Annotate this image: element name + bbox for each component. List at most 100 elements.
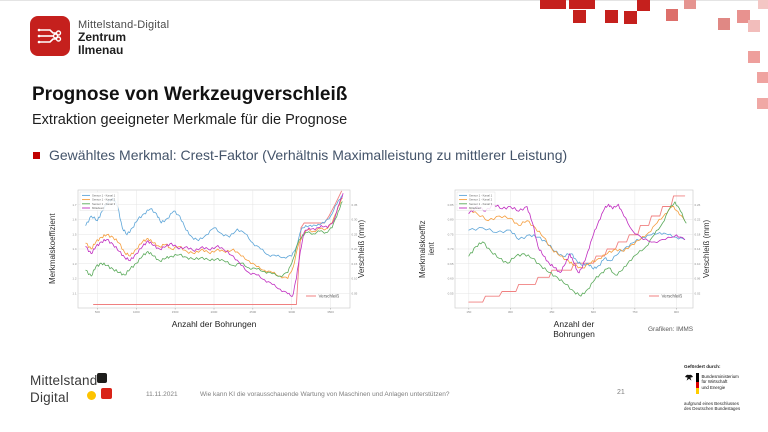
mosaic-square <box>624 11 637 24</box>
svg-text:Verschleiß: Verschleiß <box>662 294 683 299</box>
svg-text:1.2: 1.2 <box>72 277 77 281</box>
bullet-text: Gewähltes Merkmal: Crest-Faktor (Verhält… <box>49 147 568 163</box>
svg-text:0.22: 0.22 <box>695 218 701 222</box>
left-chart-ylabel: Merkmalskoeffizient <box>48 213 57 285</box>
svg-text:1.1: 1.1 <box>72 291 77 295</box>
svg-text:0.20: 0.20 <box>352 247 358 251</box>
footer-date: 11.11.2021 <box>146 391 178 398</box>
right-chart-xlabel-line2: Bohrungen <box>553 329 595 339</box>
funding-note-line1: aufgrund eines Beschlusses <box>684 401 739 406</box>
svg-text:3500: 3500 <box>327 310 334 314</box>
right-chart: Merkmalskoeffiz ient 0.55 0.02 0.60 0.06 0.6… <box>418 186 718 346</box>
svg-text:0.30: 0.30 <box>352 218 358 222</box>
left-chart-ylabel-right: Verschleiß (mm) <box>357 219 366 279</box>
footer-brand-line2: Digital <box>30 390 69 405</box>
mosaic-square <box>758 0 768 9</box>
mosaic-square <box>757 98 768 109</box>
svg-text:2500: 2500 <box>250 310 257 314</box>
svg-text:0.55: 0.55 <box>448 291 454 295</box>
svg-text:Sensor 1 - Kanal 1: Sensor 1 - Kanal 1 <box>469 193 493 197</box>
mosaic-square <box>582 0 595 9</box>
flag-black-square <box>97 373 107 383</box>
right-chart-ylabel-line1: Merkmalskoeffiz <box>418 220 427 278</box>
brand-line2: Zentrum <box>78 30 126 44</box>
svg-text:750: 750 <box>632 310 637 314</box>
svg-text:Sensor 1 - Kanal 1: Sensor 1 - Kanal 1 <box>92 193 116 197</box>
svg-text:0.26: 0.26 <box>695 203 701 207</box>
svg-text:Mittelwert: Mittelwert <box>469 206 481 210</box>
svg-text:2000: 2000 <box>211 310 218 314</box>
ministry-line1: Bundesministerium <box>701 374 739 379</box>
page-title: Prognose von Werkzeugverschleiß <box>32 84 348 105</box>
svg-text:0.15: 0.15 <box>352 262 358 266</box>
svg-text:Sensor 1 - Kanal 3: Sensor 1 - Kanal 3 <box>469 202 493 206</box>
svg-text:0.14: 0.14 <box>695 247 701 251</box>
mosaic-square <box>737 10 750 23</box>
brand-line3: Ilmenau <box>78 43 124 57</box>
mosaic-square <box>540 0 553 9</box>
ministry-logo: Bundesministerium für Wirtschaft und Ene… <box>684 373 760 394</box>
funding-logo-block: Gefördert durch: Bundesministerium für W… <box>684 364 760 412</box>
svg-text:150: 150 <box>466 310 471 314</box>
svg-text:0.25: 0.25 <box>352 232 358 236</box>
right-chart-ylabel-right: Verschleiß (mm) <box>702 219 711 279</box>
federal-eagle-icon <box>685 374 693 381</box>
slide-top-border <box>0 0 768 1</box>
svg-text:Mittelwert: Mittelwert <box>92 206 104 210</box>
page-number: 21 <box>617 389 625 396</box>
svg-text:0.70: 0.70 <box>448 247 454 251</box>
footer-brand-line1: Mittelstand- <box>30 373 103 388</box>
funding-header: Gefördert durch: <box>684 364 721 369</box>
svg-text:0.05: 0.05 <box>352 291 358 295</box>
brand-text: Mittelstand-Digital Zentrum Ilmenau <box>78 16 169 57</box>
svg-text:1.4: 1.4 <box>72 247 77 251</box>
funding-note: aufgrund eines Beschlusses des Deutschen… <box>684 401 760 412</box>
svg-text:1.5: 1.5 <box>72 232 77 236</box>
svg-text:450: 450 <box>549 310 554 314</box>
svg-text:Verschleiß: Verschleiß <box>319 294 340 299</box>
svg-text:0.75: 0.75 <box>448 232 454 236</box>
svg-text:900: 900 <box>674 310 679 314</box>
mosaic-square <box>569 0 582 9</box>
mosaic-square <box>637 0 650 11</box>
svg-text:0.35: 0.35 <box>352 203 358 207</box>
svg-text:1.7: 1.7 <box>72 203 77 207</box>
svg-text:3000: 3000 <box>288 310 295 314</box>
footer-brand: Mittelstand- Digital <box>30 372 120 406</box>
funding-note-line2: des Deutschen Bundestages <box>684 406 741 412</box>
right-chart-ylabel-line2: ient <box>427 242 436 256</box>
svg-text:0.80: 0.80 <box>448 218 454 222</box>
svg-text:1500: 1500 <box>172 310 179 314</box>
graphics-credit: Grafiken: IMMS <box>648 326 694 333</box>
page-subtitle: Extraktion geeigneter Merkmale für die P… <box>32 112 348 128</box>
svg-text:0.10: 0.10 <box>695 262 701 266</box>
svg-text:600: 600 <box>591 310 596 314</box>
mosaic-square <box>684 0 696 9</box>
svg-text:Sensor 1 - Kanal 2: Sensor 1 - Kanal 2 <box>92 198 116 202</box>
mosaic-square <box>718 18 730 30</box>
svg-text:1000: 1000 <box>133 310 140 314</box>
svg-text:0.85: 0.85 <box>448 203 454 207</box>
svg-text:0.02: 0.02 <box>695 291 701 295</box>
right-chart-plot: 0.55 0.02 0.60 0.06 0.65 0.10 0.70 0.14 0.75 0.18… <box>448 189 701 314</box>
svg-text:Sensor 1 - Kanal 2: Sensor 1 - Kanal 2 <box>469 198 493 202</box>
svg-text:1.6: 1.6 <box>72 218 77 222</box>
svg-text:1.3: 1.3 <box>72 262 77 266</box>
svg-text:0.60: 0.60 <box>448 277 454 281</box>
svg-text:0.18: 0.18 <box>695 232 701 236</box>
ministry-name: Bundesministerium für Wirtschaft und Ene… <box>702 373 739 394</box>
bullet-marker <box>33 152 40 159</box>
mosaic-square <box>666 9 678 21</box>
mosaic-square <box>605 10 618 23</box>
circuit-logo-icon <box>30 16 70 56</box>
footer-session-title: Wie kann KI die vorausschauende Wartung … <box>200 391 450 398</box>
ministry-line2: für Wirtschaft <box>701 379 728 385</box>
left-chart-plot: 1.1 0.05 1.2 0.10 1.3 0.15 1.4 0.20 1.5 0.25 1.6 0.… <box>72 189 358 314</box>
mosaic-square <box>553 0 566 9</box>
mosaic-square <box>757 72 768 83</box>
svg-text:0.06: 0.06 <box>695 277 701 281</box>
svg-text:300: 300 <box>508 310 513 314</box>
mosaic-square <box>573 10 586 23</box>
left-chart: Merkmalskoeffizient 1.1 0.05 1.2 0.10 1.3 0.1… <box>40 186 370 346</box>
